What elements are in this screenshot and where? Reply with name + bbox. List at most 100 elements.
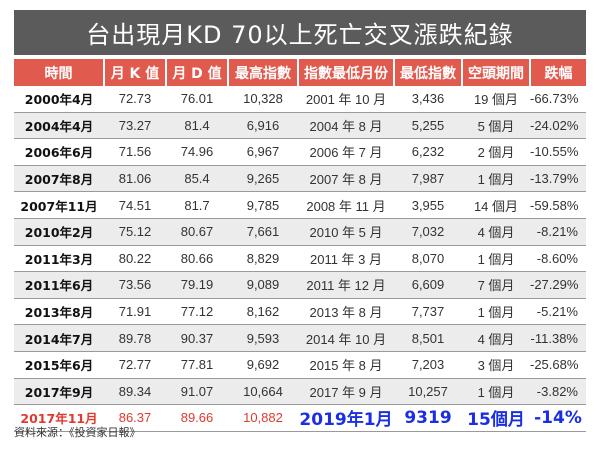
cell-change: -66.73% <box>530 86 586 113</box>
cell-k: 81.06 <box>104 165 166 193</box>
cell-d: 79.19 <box>166 271 228 299</box>
cell-d: 77.12 <box>166 298 228 326</box>
cell-d: 76.01 <box>166 86 228 113</box>
cell-d: 91.07 <box>166 378 228 406</box>
cell-low: 6,609 <box>394 271 462 299</box>
cell-high: 9,785 <box>228 191 298 219</box>
cell-low-month: 2004 年 8 月 <box>298 112 394 140</box>
cell-d: 74.96 <box>166 138 228 166</box>
table-row: 2013年8月 71.91 77.12 8,162 2013 年 8 月 7,7… <box>14 298 586 326</box>
cell-period: 14 個月 <box>462 191 530 219</box>
cell-low: 7,987 <box>394 165 462 193</box>
cell-low-month: 2019年1月 <box>298 404 394 432</box>
cell-high: 6,967 <box>228 138 298 166</box>
cell-low-month: 2010 年 5 月 <box>298 218 394 246</box>
cell-date: 2017年9月 <box>14 378 104 406</box>
cell-low: 6,232 <box>394 138 462 166</box>
cell-k: 74.51 <box>104 191 166 219</box>
cell-low: 7,203 <box>394 351 462 379</box>
table-header-row: 時間 月 K 值 月 D 值 最高指數 指數最低月份 最低指數 空頭期間 跌幅 <box>14 59 586 86</box>
header-change: 跌幅 <box>529 59 586 86</box>
cell-low: 3,436 <box>394 86 462 113</box>
cell-d: 81.4 <box>166 112 228 140</box>
cell-k: 72.73 <box>104 86 166 113</box>
cell-low: 3,955 <box>394 191 462 219</box>
cell-date: 2013年8月 <box>14 298 104 326</box>
cell-low: 10,257 <box>394 378 462 406</box>
table-row: 2006年6月 71.56 74.96 6,967 2006 年 7 月 6,2… <box>14 138 586 166</box>
cell-high: 10,882 <box>228 404 298 432</box>
cell-high: 8,829 <box>228 245 298 273</box>
cell-low-month: 2011 年 12 月 <box>298 271 394 299</box>
cell-low-month: 2017 年 9 月 <box>298 378 394 406</box>
cell-high: 9,593 <box>228 324 298 352</box>
cell-change: -14% <box>530 404 586 432</box>
cell-low-month: 2011 年 3 月 <box>298 245 394 273</box>
header-date: 時間 <box>14 59 104 86</box>
cell-date: 2015年6月 <box>14 351 104 379</box>
table-row: 2011年6月 73.56 79.19 9,089 2011 年 12 月 6,… <box>14 271 586 299</box>
cell-high: 9,265 <box>228 165 298 193</box>
cell-date: 2014年7月 <box>14 324 104 352</box>
cell-low-month: 2006 年 7 月 <box>298 138 394 166</box>
cell-period: 1 個月 <box>462 298 530 326</box>
cell-change: -8.60% <box>530 245 586 273</box>
kd-record-table: 時間 月 K 值 月 D 值 最高指數 指數最低月份 最低指數 空頭期間 跌幅 … <box>14 59 586 432</box>
cell-low: 8,070 <box>394 245 462 273</box>
cell-change: -11.38% <box>530 324 586 352</box>
table-row: 2014年7月 89.78 90.37 9,593 2014 年 10 月 8,… <box>14 324 586 352</box>
cell-d: 77.81 <box>166 351 228 379</box>
cell-d: 90.37 <box>166 324 228 352</box>
cell-k: 72.77 <box>104 351 166 379</box>
cell-high: 9,692 <box>228 351 298 379</box>
cell-period: 1 個月 <box>462 245 530 273</box>
header-period: 空頭期間 <box>461 59 530 86</box>
cell-k: 75.12 <box>104 218 166 246</box>
cell-high: 7,661 <box>228 218 298 246</box>
cell-change: -3.82% <box>530 378 586 406</box>
cell-low-month: 2001 年 10 月 <box>298 86 394 113</box>
cell-k: 80.22 <box>104 245 166 273</box>
cell-period: 4 個月 <box>462 218 530 246</box>
cell-low-month: 2013 年 8 月 <box>298 298 394 326</box>
table-row: 2007年11月 74.51 81.7 9,785 2008 年 11 月 3,… <box>14 191 586 219</box>
cell-low-month: 2014 年 10 月 <box>298 324 394 352</box>
table-row: 2011年3月 80.22 80.66 8,829 2011 年 3 月 8,0… <box>14 245 586 273</box>
cell-high: 9,089 <box>228 271 298 299</box>
header-high: 最高指數 <box>227 59 298 86</box>
cell-change: -13.79% <box>530 165 586 193</box>
cell-low: 7,032 <box>394 218 462 246</box>
header-low-month: 指數最低月份 <box>297 59 394 86</box>
cell-period: 2 個月 <box>462 138 530 166</box>
cell-low: 9319 <box>394 404 462 432</box>
cell-change: -25.68% <box>530 351 586 379</box>
cell-date: 2006年6月 <box>14 138 104 166</box>
cell-d: 80.66 <box>166 245 228 273</box>
table-row: 2017年9月 89.34 91.07 10,664 2017 年 9 月 10… <box>14 378 586 406</box>
cell-date: 2007年11月 <box>14 191 104 219</box>
cell-d: 81.7 <box>166 191 228 219</box>
cell-date: 2011年3月 <box>14 245 104 273</box>
cell-k: 71.56 <box>104 138 166 166</box>
cell-period: 5 個月 <box>462 112 530 140</box>
cell-high: 10,328 <box>228 86 298 113</box>
table-row: 2007年8月 81.06 85.4 9,265 2007 年 8 月 7,98… <box>14 165 586 193</box>
cell-d: 89.66 <box>166 404 228 432</box>
cell-period: 7 個月 <box>462 271 530 299</box>
cell-d: 85.4 <box>166 165 228 193</box>
cell-change: -10.55% <box>530 138 586 166</box>
table-row: 2015年6月 72.77 77.81 9,692 2015 年 8 月 7,2… <box>14 351 586 379</box>
chart-title: 台出現月KD 70以上死亡交叉漲跌紀錄 <box>14 10 586 55</box>
cell-period: 19 個月 <box>462 86 530 113</box>
header-k: 月 K 值 <box>103 59 166 86</box>
cell-date: 2000年4月 <box>14 86 104 113</box>
cell-date: 2010年2月 <box>14 218 104 246</box>
cell-change: -5.21% <box>530 298 586 326</box>
cell-period: 1 個月 <box>462 378 530 406</box>
cell-period: 3 個月 <box>462 351 530 379</box>
cell-low: 5,255 <box>394 112 462 140</box>
cell-d: 80.67 <box>166 218 228 246</box>
cell-high: 10,664 <box>228 378 298 406</box>
table-row: 2004年4月 73.27 81.4 6,916 2004 年 8 月 5,25… <box>14 112 586 140</box>
